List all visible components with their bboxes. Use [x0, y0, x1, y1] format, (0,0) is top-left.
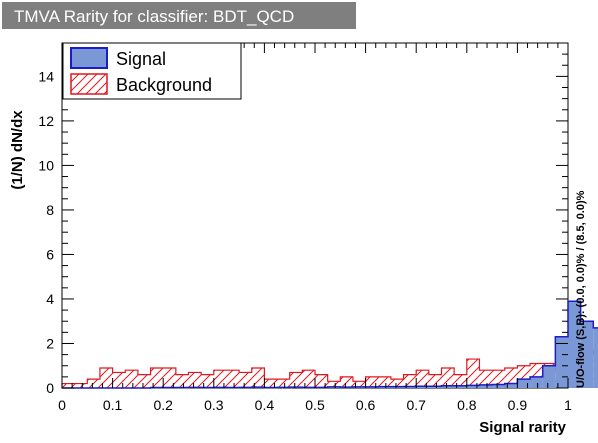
x-tick-label: 0.2: [153, 397, 173, 413]
background-bar: [365, 376, 379, 388]
x-tick-label: 0.6: [356, 397, 376, 413]
background-bar: [175, 374, 189, 388]
background-bar: [150, 367, 164, 388]
signal-bar: [593, 327, 598, 388]
signal-bar: [466, 385, 480, 388]
background-bar: [441, 367, 455, 388]
background-bar: [492, 370, 505, 388]
x-tick-label: 0.5: [305, 397, 325, 413]
background-bar: [352, 381, 366, 388]
background-bar: [264, 379, 278, 388]
y-tick-label: 2: [46, 335, 54, 351]
background-bar: [213, 370, 227, 388]
background-bar: [251, 367, 265, 388]
x-tick-label: 0: [58, 397, 66, 413]
x-axis-title: Signal rarity: [479, 419, 566, 436]
signal-bar: [530, 376, 543, 388]
signal-bar: [492, 384, 505, 388]
signal-bar: [428, 386, 442, 388]
background-bar: [315, 374, 328, 388]
background-bar: [99, 367, 113, 388]
background-bar: [302, 370, 315, 388]
y-tick-labels: 0 2 4 6 8 10 12 14: [38, 68, 54, 396]
legend-signal-label: Signal: [116, 49, 166, 69]
background-bar: [125, 370, 138, 388]
background-bar: [188, 372, 202, 388]
signal-bar: [441, 385, 455, 388]
y-tick-label: 10: [38, 157, 54, 173]
signal-bar: [479, 384, 493, 388]
legend: Signal Background: [62, 42, 242, 100]
signal-outline: [62, 300, 598, 389]
signal-histogram: [62, 300, 598, 389]
background-bar: [428, 374, 442, 388]
x-tick-label: 0.8: [457, 397, 477, 413]
background-bar: [277, 379, 290, 388]
background-bar: [416, 370, 429, 388]
background-bar: [479, 370, 493, 388]
background-bar: [327, 381, 341, 388]
background-bar: [340, 376, 353, 388]
signal-bar: [517, 379, 531, 388]
background-histogram: [61, 349, 598, 388]
legend-background-swatch: [70, 73, 108, 95]
plot-area: [61, 42, 598, 389]
background-bar: [454, 374, 467, 388]
signal-bar: [555, 336, 568, 388]
x-tick-label: 0.9: [508, 397, 528, 413]
x-tick-label: 0.3: [204, 397, 224, 413]
background-bar: [137, 374, 151, 388]
x-tick-label: 0.1: [103, 397, 123, 413]
signal-bar: [580, 321, 594, 388]
background-bar: [403, 374, 417, 388]
signal-bar: [542, 365, 556, 388]
y-tick-label: 6: [46, 246, 54, 262]
y-tick-label: 14: [38, 68, 54, 84]
y-tick-label: 8: [46, 202, 54, 218]
background-bar: [390, 379, 404, 388]
legend-background-label: Background: [116, 75, 212, 95]
y-tick-label: 0: [46, 380, 54, 396]
background-bar: [239, 372, 252, 388]
y-tick-label: 12: [38, 113, 54, 129]
y-tick-label: 4: [46, 291, 54, 307]
background-bar: [163, 367, 176, 388]
overflow-note: U/O-flow (S,B): (0.0, 0.0)% / (8.5, 0.0)…: [575, 190, 587, 388]
title-box: [2, 2, 356, 29]
background-bar: [289, 372, 303, 388]
x-tick-label: 0.4: [255, 397, 275, 413]
signal-bar: [454, 385, 467, 388]
axis-ticks: [61, 43, 569, 389]
x-tick-labels: 0 0.1 0.2 0.3 0.4 0.5 0.6 0.7 0.8 0.9 1: [58, 397, 572, 413]
background-bar: [87, 379, 100, 388]
background-bar: [226, 370, 240, 388]
background-bar: [74, 383, 88, 388]
chart-title: TMVA Rarity for classifier: BDT_QCD: [14, 7, 294, 26]
background-bar: [378, 376, 391, 388]
x-tick-label: 1: [564, 397, 572, 413]
signal-bar: [504, 383, 518, 388]
background-bar: [62, 383, 75, 388]
signal-bar: [403, 386, 417, 388]
background-bar: [201, 374, 214, 388]
background-bar: [466, 359, 480, 388]
background-outline: [61, 349, 598, 388]
x-tick-label: 0.7: [406, 397, 426, 413]
legend-signal-swatch: [70, 47, 108, 69]
signal-bar: [568, 301, 581, 388]
background-bar: [112, 372, 126, 388]
y-axis-title: (1/N) dN/dx: [9, 110, 26, 190]
signal-bar: [416, 386, 429, 388]
